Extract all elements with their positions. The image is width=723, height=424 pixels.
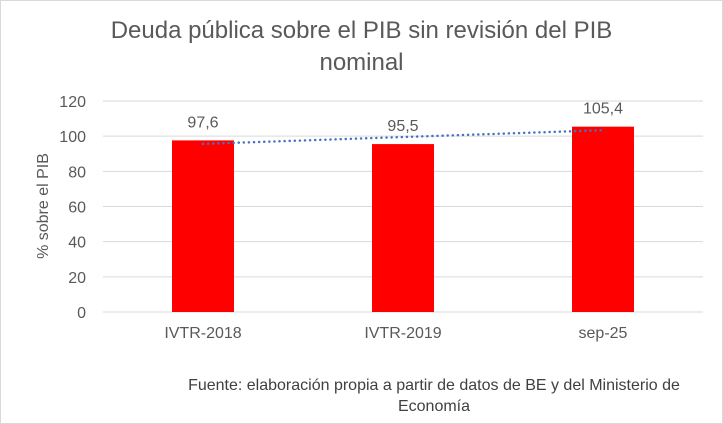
x-tick-label: sep-25	[579, 325, 628, 342]
y-axis-label: % sobre el PIB	[35, 153, 52, 259]
plot-area: % sobre el PIB 0 20 40 60 80 100 120 97,6 IVTR-2…	[35, 94, 703, 342]
bar-IVTR-2019	[372, 144, 434, 312]
data-label: 97,6	[187, 114, 218, 131]
y-tick-label: 40	[68, 235, 86, 252]
source-note: Fuente: elaboración propia a partir de d…	[188, 377, 680, 415]
chart-title-line1: Deuda pública sobre el PIB sin revisión …	[110, 17, 613, 44]
y-tick-label: 0	[77, 305, 86, 322]
bar-sep-25	[572, 126, 634, 313]
x-tick-label: IVTR-2018	[164, 325, 241, 342]
y-tick-label: 80	[68, 164, 86, 181]
y-tick-label: 100	[59, 129, 86, 146]
y-tick-label: 60	[68, 200, 86, 217]
y-tick-label: 120	[59, 94, 86, 111]
data-label: 95,5	[387, 118, 418, 135]
chart-title-line2: nominal	[319, 49, 404, 76]
bar-IVTR-2018	[172, 140, 234, 312]
x-tick-label: IVTR-2019	[364, 325, 441, 342]
trendline	[201, 128, 605, 146]
data-label: 105,4	[583, 101, 623, 118]
y-tick-label: 20	[68, 270, 86, 287]
